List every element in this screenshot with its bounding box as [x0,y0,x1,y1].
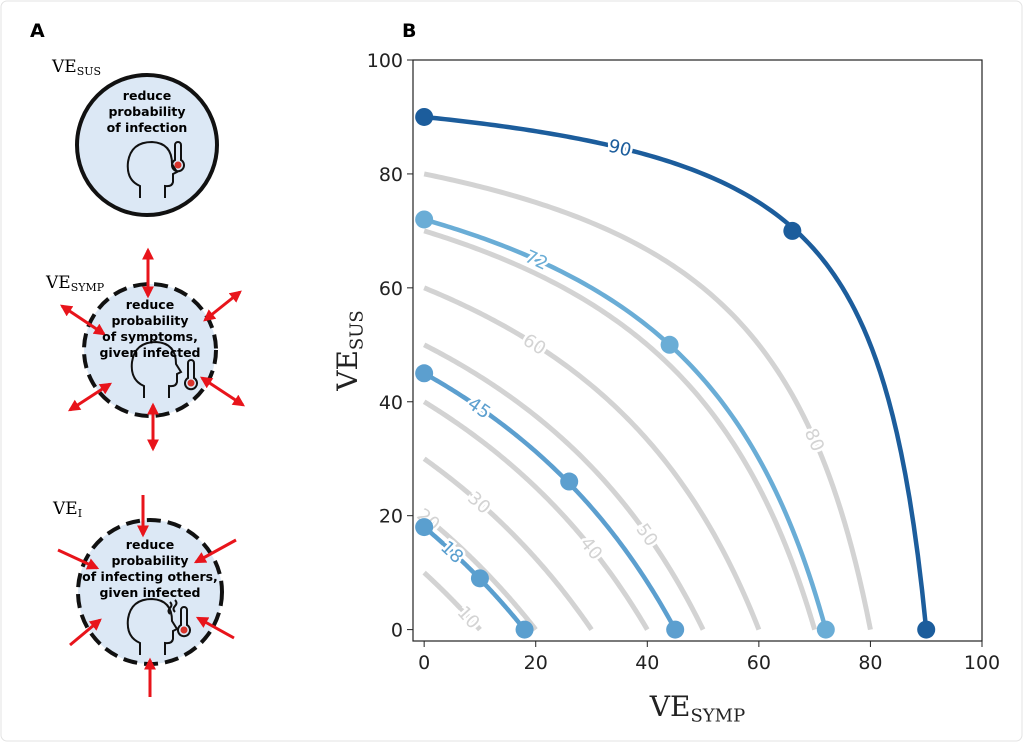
x-tick-label: 60 [747,652,771,674]
y-axis-label: VESUS [331,310,367,392]
y-axis-label-sub: SUS [346,310,367,350]
x-tick-label: 40 [635,652,659,674]
point [415,364,434,383]
circle-text: given infected [99,585,200,600]
y-tick-label: 100 [367,50,403,72]
point [415,107,434,126]
point [470,569,489,588]
circle [75,73,219,217]
point [560,472,579,491]
point [415,518,434,537]
panel-label: A [30,20,45,42]
contour-line [422,399,650,631]
y-tick-label: 40 [379,392,403,414]
thermo-bulbs [174,161,195,634]
circle-text: of symptoms, [102,329,198,344]
point [415,210,434,229]
x-axis-label: VESYMP [649,690,745,726]
ve-sub: SUS [77,65,101,78]
ve-label: VEI [52,499,82,520]
contour-line [422,513,538,632]
ve-main: VE [52,499,78,519]
point [917,620,936,639]
point [783,221,802,240]
circle-text: probability [111,313,188,328]
y-tick-label: 80 [379,164,403,186]
point [816,620,835,639]
ve-sub: I [78,507,82,520]
y-tick-label: 20 [379,506,403,528]
efficacy-curve [423,371,678,631]
y-tick-label: 60 [379,278,403,300]
x-tick-label: 0 [418,652,430,674]
x-axis-label-main: VE [649,690,691,723]
y-tick-label: 0 [391,620,403,642]
circle-text: reduce [123,88,171,103]
contour-line [423,171,873,631]
x-axis-label-sub: SYMP [690,705,745,726]
circle-text: given infected [99,345,200,360]
circle-text: of infection [107,120,188,135]
efficacy-curve [423,114,929,630]
panel-a: A [30,20,246,697]
contour-line [423,285,762,631]
ve-sub: SYMP [71,281,105,294]
point [666,620,685,639]
efficacy-curve [423,217,828,631]
contour-line [423,342,706,631]
plot: B 1020304050608090724518 020406080100020… [331,20,1000,726]
panel-label: B [402,20,416,42]
contour-line [423,228,818,631]
circle-text: probability [111,553,188,568]
contour-line [422,456,594,632]
x-tick-label: 20 [524,652,548,674]
contour-line [422,570,482,632]
circle-text: probability [108,104,185,119]
y-axis-label-main: VE [331,350,364,392]
ve-main: VE [45,273,71,293]
axes-frame [412,59,983,642]
circle-text: reduce [126,297,174,312]
point [515,620,534,639]
arrows [57,247,246,697]
head-icons [126,140,198,655]
x-tick-label: 80 [858,652,882,674]
circle-text: reduce [126,537,174,552]
point [660,335,679,354]
x-tick-label: 100 [964,652,1000,674]
ve-label: VESUS [51,57,101,78]
circle-text: of infecting others, [82,569,218,584]
ve-label: VESYMP [45,273,105,294]
circle [82,282,218,418]
ve-main: VE [51,57,77,77]
